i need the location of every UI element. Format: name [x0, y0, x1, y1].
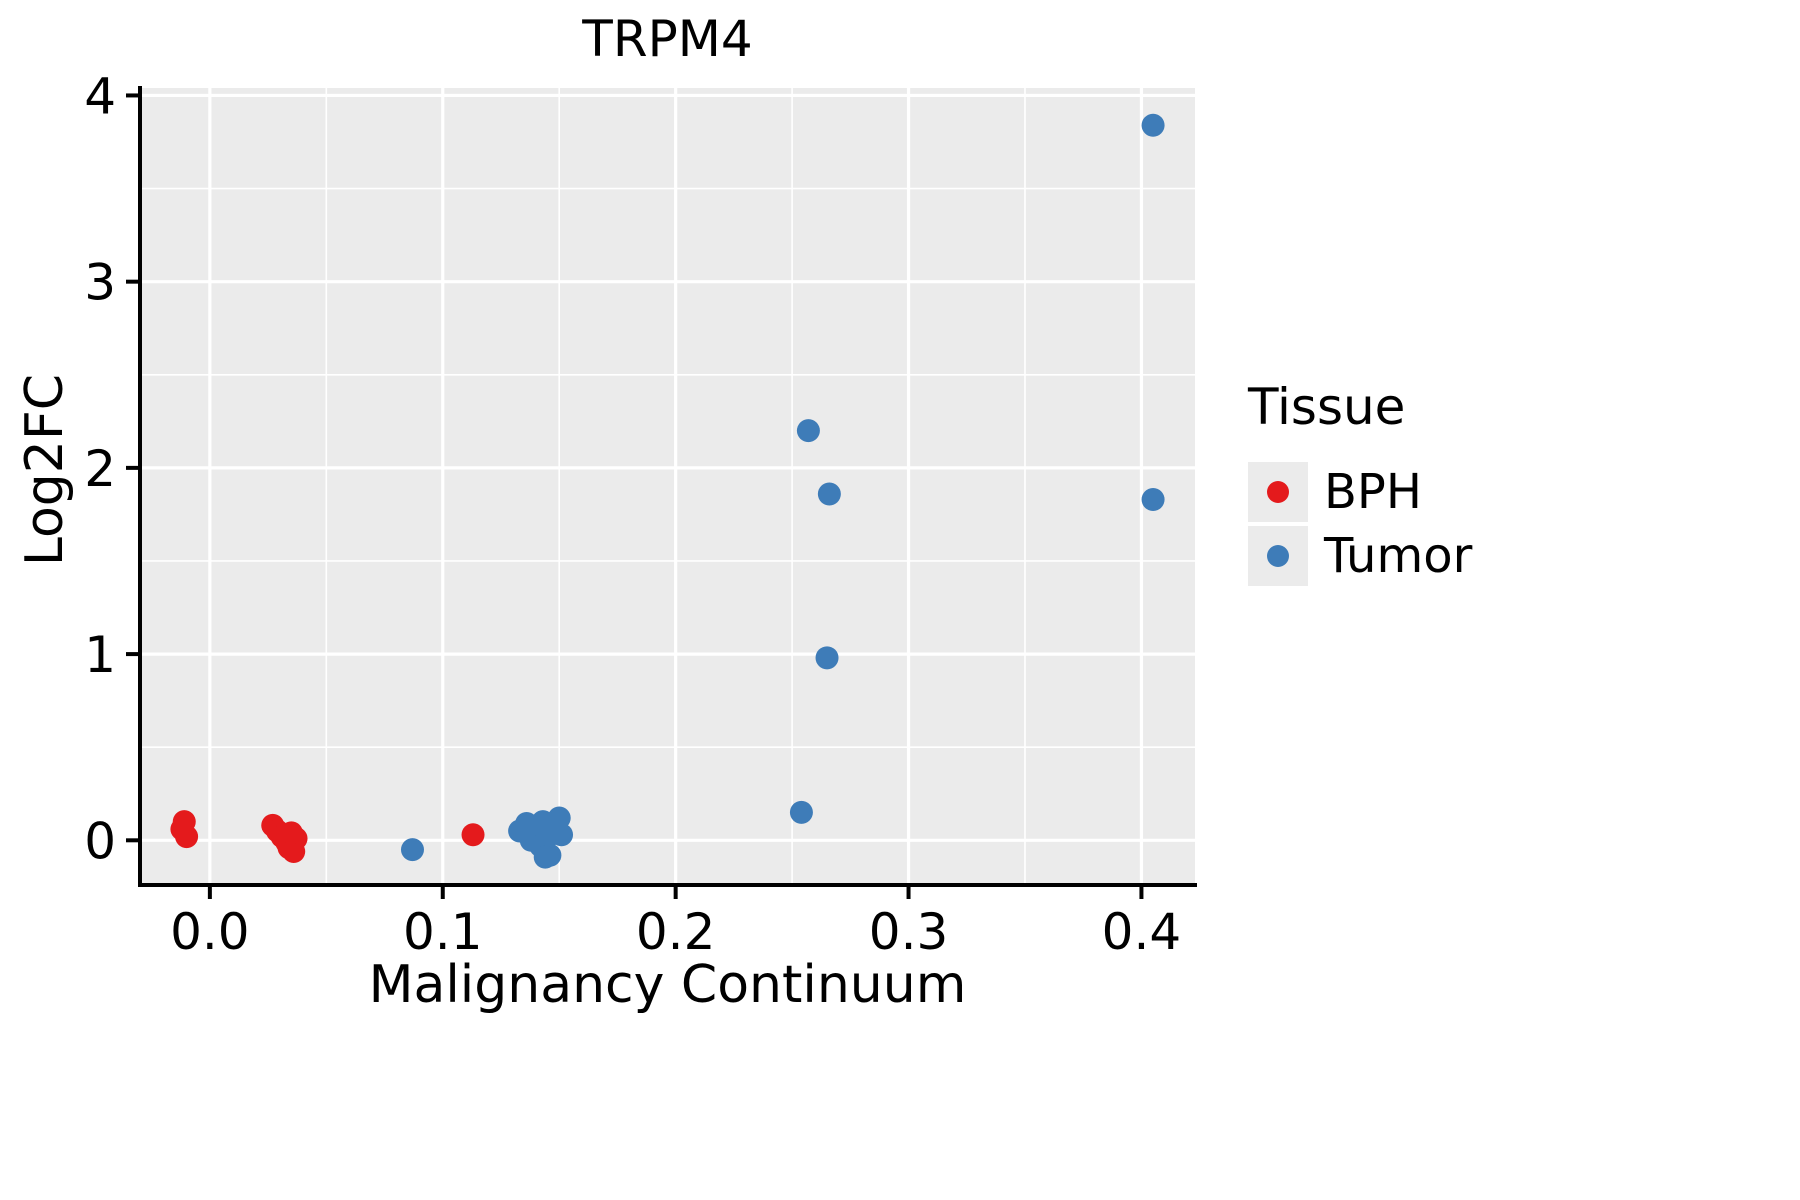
legend-item-label: Tumor: [1324, 528, 1473, 584]
data-point-tumor: [400, 838, 424, 862]
legend-key-box: [1248, 462, 1308, 522]
bph-dot-icon: [1267, 481, 1289, 503]
y-tick-label: 2: [84, 440, 116, 498]
x-tick-label: 0.3: [869, 903, 949, 961]
data-point-tumor: [796, 419, 820, 443]
data-point-tumor: [550, 823, 574, 847]
y-tick-label: 4: [84, 67, 116, 125]
data-point-tumor: [815, 646, 839, 670]
data-point-tumor: [533, 845, 557, 869]
x-axis-label: Malignancy Continuum: [368, 955, 967, 1015]
legend-item-bph: BPH: [1248, 462, 1472, 522]
chart-title: TRPM4: [582, 10, 753, 68]
legend-title: Tissue: [1248, 378, 1406, 436]
legend-key-box: [1248, 526, 1308, 586]
legend-item-label: BPH: [1324, 464, 1422, 520]
x-tick-label: 0.4: [1102, 903, 1182, 961]
x-tick-label: 0.0: [170, 903, 250, 961]
data-point-tumor: [547, 806, 571, 830]
legend: Tissue BPH Tumor: [1248, 378, 1472, 590]
data-point-bph: [279, 821, 303, 845]
tumor-dot-icon: [1267, 545, 1289, 567]
data-point-tumor: [1141, 113, 1165, 137]
y-tick-label: 1: [84, 626, 116, 684]
panel-background: [140, 88, 1195, 885]
y-tick-label: 3: [84, 254, 116, 312]
data-point-bph: [461, 823, 485, 847]
data-point-tumor: [1141, 488, 1165, 512]
y-axis-label: Log2FC: [15, 373, 75, 567]
data-point-tumor: [817, 482, 841, 506]
data-point-tumor: [789, 800, 813, 824]
data-point-bph: [175, 825, 199, 849]
legend-item-tumor: Tumor: [1248, 526, 1472, 586]
y-tick-label: 0: [84, 812, 116, 870]
x-tick-label: 0.2: [636, 903, 716, 961]
x-tick-label: 0.1: [403, 903, 483, 961]
